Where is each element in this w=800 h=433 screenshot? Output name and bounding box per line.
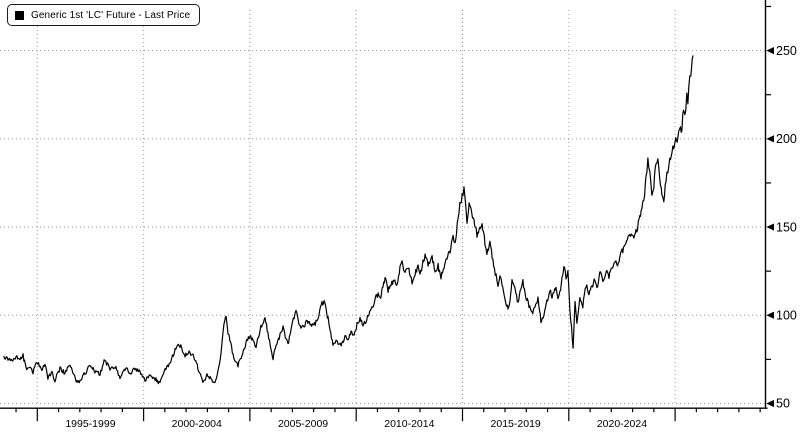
x-axis-period-label: 2010-2014: [384, 418, 434, 430]
y-axis-tick-arrow-icon: [766, 399, 774, 408]
series-swatch-icon: [15, 10, 24, 20]
x-axis-period-label: 2000-2004: [172, 418, 222, 430]
x-axis-period-label: 1995-1999: [65, 418, 115, 430]
y-axis-tick-label: 150: [776, 220, 797, 234]
legend: Generic 1st 'LC' Future - Last Price: [7, 4, 201, 26]
y-axis-tick-arrow-icon: [766, 223, 774, 231]
y-axis-tick-arrow-icon: [766, 135, 774, 143]
x-axis-period-label: 2005-2009: [278, 418, 328, 430]
x-axis-period-label: 2020-2024: [597, 418, 647, 430]
y-axis-tick-arrow-icon: [766, 311, 774, 319]
y-axis-tick-label: 200: [776, 132, 797, 146]
y-axis-tick-label: 250: [776, 44, 797, 58]
x-axis-period-label: 2015-2019: [491, 418, 541, 430]
y-axis-tick-arrow-icon: [766, 47, 774, 55]
y-axis-tick-label: 50: [776, 397, 790, 411]
y-axis-tick-label: 100: [776, 308, 797, 322]
legend-label: Generic 1st 'LC' Future - Last Price: [31, 9, 191, 21]
price-line: [3, 55, 694, 385]
